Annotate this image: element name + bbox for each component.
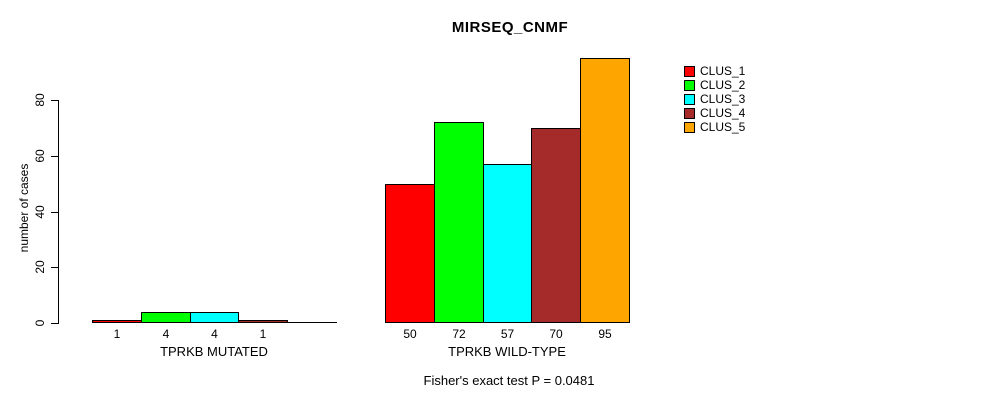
y-tick-label: 20 <box>33 260 47 274</box>
bar-value-label: 70 <box>549 327 563 341</box>
y-tick <box>51 156 58 157</box>
legend-label: CLUS_2 <box>700 78 746 92</box>
legend-label: CLUS_1 <box>700 64 746 78</box>
legend-item-clus_3: CLUS_3 <box>684 92 745 106</box>
y-tick-label: 40 <box>33 205 47 219</box>
bar-clus_4 <box>531 128 581 323</box>
legend-item-clus_1: CLUS_1 <box>684 64 745 78</box>
bar-clus_4 <box>238 320 288 323</box>
bar-clus_1 <box>92 320 142 323</box>
y-tick <box>51 267 58 268</box>
chart-title: MIRSEQ_CNMF <box>451 19 569 36</box>
group-label: TPRKB WILD-TYPE <box>448 344 566 359</box>
bar-value-label: 50 <box>403 327 417 341</box>
bar-clus_3 <box>483 164 532 323</box>
y-axis-label: number of cases <box>17 163 31 253</box>
bar-value-label: 1 <box>259 327 267 341</box>
y-tick <box>51 100 58 101</box>
legend-label: CLUS_3 <box>700 92 746 106</box>
fisher-test-note: Fisher's exact test P = 0.0481 <box>423 373 595 388</box>
y-tick <box>51 212 58 213</box>
bar-clus_1 <box>385 184 435 323</box>
group-label: TPRKB MUTATED <box>160 344 268 359</box>
legend-item-clus_2: CLUS_2 <box>684 78 745 92</box>
bar-value-label: 57 <box>500 327 515 341</box>
bar-clus_3 <box>190 312 239 323</box>
legend-item-clus_5: CLUS_5 <box>684 120 745 134</box>
y-tick-label: 80 <box>33 93 47 107</box>
y-tick-label: 60 <box>33 149 47 163</box>
y-tick-label: 0 <box>33 319 47 327</box>
bar-value-label: 72 <box>452 327 466 341</box>
bar-value-label: 4 <box>162 327 170 341</box>
legend-label: CLUS_4 <box>700 106 746 120</box>
bar-value-label: 4 <box>211 327 218 341</box>
bar-value-label: 95 <box>598 327 612 341</box>
legend-swatch-icon <box>684 65 695 77</box>
y-axis-line <box>58 100 59 324</box>
bar-clus_2 <box>434 122 484 323</box>
legend: CLUS_1 CLUS_2 CLUS_3 CLUS_4 CLUS_5 <box>684 64 745 134</box>
legend-swatch-icon <box>684 107 695 119</box>
bar-clus_5 <box>580 58 630 323</box>
bar-value-label: 1 <box>113 327 121 341</box>
bar-clus_5-zero <box>287 322 337 323</box>
bar-clus_2 <box>141 312 191 323</box>
legend-swatch-icon <box>684 93 695 105</box>
legend-label: CLUS_5 <box>700 120 746 134</box>
legend-swatch-icon <box>684 121 695 133</box>
legend-item-clus_4: CLUS_4 <box>684 106 745 120</box>
y-tick <box>51 323 58 324</box>
legend-swatch-icon <box>684 79 695 91</box>
